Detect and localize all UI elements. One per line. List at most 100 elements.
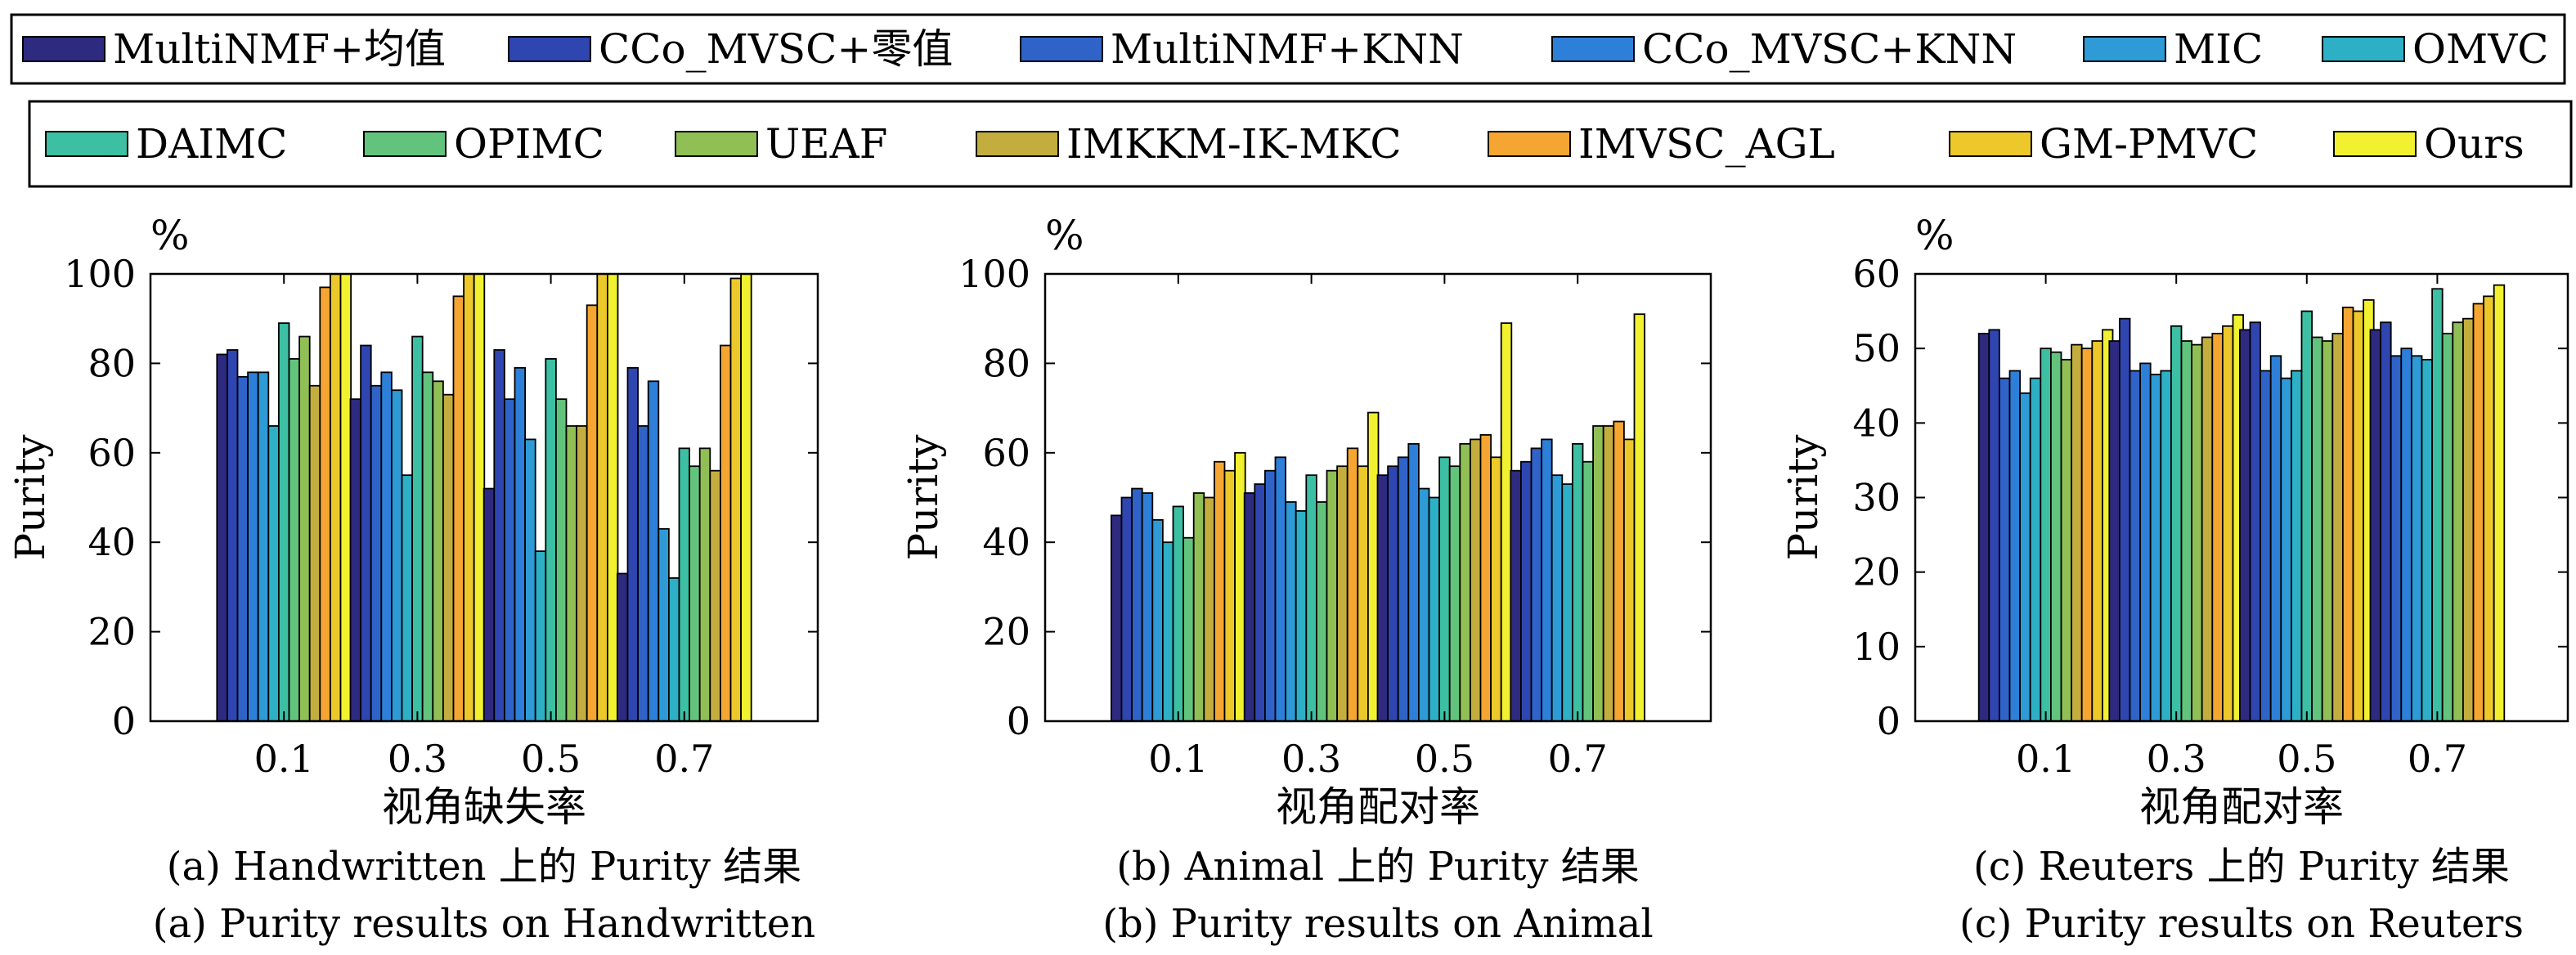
bar xyxy=(1541,438,1553,722)
bar xyxy=(1428,496,1441,722)
bar xyxy=(390,389,403,722)
legend: MultiNMF+均值 CCo_MVSC+零值 MultiNMF+KNN CCo_MV… xyxy=(10,13,2573,188)
bar xyxy=(329,273,342,722)
bar xyxy=(596,273,608,722)
legend-label: IMKKM-IK-MKC xyxy=(1066,120,1402,168)
bar xyxy=(442,393,455,722)
y-axis-label: Purity xyxy=(1779,434,1827,561)
x-axis-label: 视角配对率 xyxy=(1276,783,1480,831)
bar xyxy=(2290,370,2303,722)
bar xyxy=(2483,295,2495,722)
legend-label: CCo_MVSC+零值 xyxy=(599,25,953,73)
bar xyxy=(565,425,578,722)
bars xyxy=(216,273,752,722)
bar xyxy=(1214,460,1226,722)
legend-swatch xyxy=(2333,131,2417,157)
bar xyxy=(1988,329,2000,722)
bar xyxy=(2029,377,2042,722)
x-axis-label: 视角配对率 xyxy=(2139,783,2344,831)
bar xyxy=(555,398,568,722)
bar xyxy=(339,273,352,722)
bar xyxy=(1120,496,1133,722)
bar xyxy=(1285,501,1297,722)
bar xyxy=(2170,325,2183,722)
caption-chinese: (b) Animal 上的 Purity 结果 xyxy=(1116,844,1640,890)
bar xyxy=(411,335,424,722)
bar xyxy=(2019,392,2031,722)
legend-label: DAIMC xyxy=(136,120,287,168)
bar xyxy=(1316,501,1328,722)
bar xyxy=(267,425,280,722)
bar xyxy=(482,487,496,722)
bar xyxy=(216,353,228,722)
bar xyxy=(1223,469,1236,722)
legend-label: MIC xyxy=(2174,25,2263,73)
legend-label: UEAF xyxy=(765,120,887,168)
legend-label: MultiNMF+均值 xyxy=(113,25,446,73)
y-tick-label: 0 xyxy=(1877,699,1901,743)
bar xyxy=(2221,325,2234,722)
bar xyxy=(1305,474,1317,722)
legend-label: IMVSC_AGL xyxy=(1578,120,1835,168)
y-unit-label: % xyxy=(1915,212,1954,259)
bar xyxy=(2118,317,2131,722)
y-tick-label: 60 xyxy=(982,431,1030,475)
bar xyxy=(2211,333,2224,722)
bar xyxy=(1438,456,1451,722)
bar xyxy=(277,322,290,722)
bar xyxy=(2091,340,2103,722)
bar xyxy=(349,398,362,722)
bar xyxy=(2421,358,2434,722)
legend-swatch xyxy=(2083,36,2166,62)
bar xyxy=(1602,425,1615,722)
bar xyxy=(2452,321,2464,722)
y-tick-label: 60 xyxy=(88,431,136,475)
bar xyxy=(2160,370,2172,722)
y-axis-label: Purity xyxy=(7,434,54,561)
x-tick-label: 0.7 xyxy=(2408,737,2467,781)
chart-panel-1: 0.1 0.3 0.5 0.7 0 20 40 60 80 100% Purity 视角缺失率 (a) … xyxy=(7,212,819,947)
bar xyxy=(2238,329,2251,722)
bar xyxy=(1131,487,1143,722)
bar xyxy=(576,425,588,722)
bars xyxy=(1111,313,1646,722)
x-tick-label: 0.7 xyxy=(654,737,714,781)
caption-english: (a) Purity results on Handwritten xyxy=(153,901,815,947)
y-tick-label: 80 xyxy=(982,341,1030,385)
bar xyxy=(236,375,249,722)
bar xyxy=(1336,465,1349,722)
legend-swatch xyxy=(976,131,1059,157)
y-unit-label: % xyxy=(150,212,190,259)
bar xyxy=(1592,425,1604,722)
bar xyxy=(452,295,465,722)
bar xyxy=(2352,310,2365,722)
x-tick-label: 0.7 xyxy=(1548,737,1608,781)
bar xyxy=(2472,303,2485,722)
x-axis-label: 视角缺失率 xyxy=(382,783,586,831)
bar xyxy=(1254,483,1266,722)
bar xyxy=(2311,336,2323,722)
x-tick-label: 0.1 xyxy=(2016,737,2076,781)
bar xyxy=(545,358,557,722)
caption-english: (c) Purity results on Reuters xyxy=(1959,901,2524,947)
bar xyxy=(2380,321,2392,722)
legend-label: GM-PMVC xyxy=(2040,120,2258,168)
bar xyxy=(1141,492,1154,722)
bar xyxy=(2060,358,2073,722)
bar xyxy=(607,273,619,722)
bar xyxy=(1998,377,2011,722)
bar xyxy=(2300,310,2313,722)
bar xyxy=(1977,333,1990,722)
bar xyxy=(720,344,732,722)
bar xyxy=(2431,288,2444,722)
bar xyxy=(421,371,434,722)
bar xyxy=(247,371,259,722)
legend-swatch xyxy=(1949,131,2032,157)
bar xyxy=(1459,442,1471,722)
bar xyxy=(473,273,486,722)
y-tick-label: 0 xyxy=(1007,699,1030,743)
bar xyxy=(2191,343,2203,722)
bar xyxy=(2108,340,2120,722)
bar xyxy=(1407,442,1420,722)
